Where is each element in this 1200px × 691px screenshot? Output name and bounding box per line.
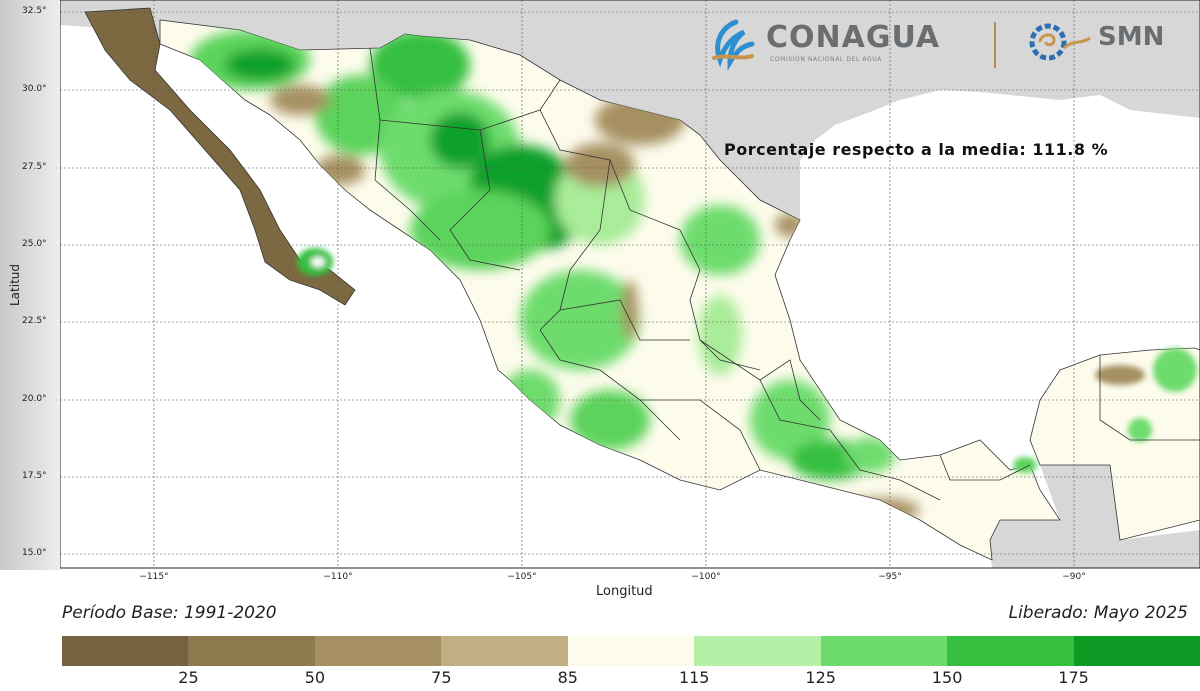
legend-swatch	[441, 636, 568, 666]
lat-tick: 22.5°	[22, 316, 47, 326]
left-panel-shade	[0, 0, 60, 570]
lon-tick: −110°	[323, 572, 353, 582]
lat-tick: 20.0°	[22, 394, 47, 404]
lon-tick: −105°	[507, 572, 537, 582]
y-axis-title: Latitud	[8, 263, 23, 307]
legend-swatch	[1073, 636, 1200, 666]
logo-divider	[994, 22, 996, 68]
conagua-logo-icon	[712, 19, 755, 70]
lon-tick: −95°	[878, 572, 902, 582]
chevron-left-icon	[76, 282, 98, 318]
conagua-subtitle: COMISIÓN NACIONAL DEL AGUA	[770, 56, 882, 63]
legend-tick: 125	[805, 668, 836, 687]
legend-swatch	[947, 636, 1074, 666]
next-slide-button[interactable]	[1100, 280, 1134, 320]
legend-tick: 150	[931, 668, 963, 687]
release-date-label: Liberado: Mayo 2025	[1008, 603, 1188, 623]
lon-tick: −100°	[691, 572, 721, 582]
legend-tick: 85	[557, 668, 578, 687]
legend-colorbar	[62, 636, 1200, 666]
legend-tick: 75	[431, 668, 452, 687]
legend-swatch	[62, 636, 189, 666]
smn-logo-text: SMN	[1098, 22, 1165, 52]
previous-slide-button[interactable]	[70, 280, 104, 320]
x-axis-title: Longitud	[596, 584, 653, 599]
chevron-right-icon	[1106, 282, 1128, 318]
smn-logo-icon	[1029, 23, 1091, 61]
legend-tick: 175	[1058, 668, 1089, 687]
lat-tick: 17.5°	[22, 471, 47, 481]
lat-tick: 27.5°	[22, 162, 47, 172]
legend-tick: 50	[304, 668, 326, 687]
legend-swatch	[314, 636, 442, 666]
legend-tick: 115	[678, 668, 710, 687]
lon-tick: −115°	[139, 572, 169, 582]
lat-tick: 15.0°	[22, 548, 47, 558]
lat-tick: 30.0°	[22, 84, 47, 94]
lon-tick: −90°	[1062, 572, 1086, 582]
base-period-label: Período Base: 1991-2020	[62, 603, 277, 623]
legend-swatch	[567, 636, 695, 666]
lat-tick: 32.5°	[22, 6, 47, 16]
legend-swatch	[820, 636, 948, 666]
conagua-logo-text: CONAGUA	[766, 20, 941, 55]
percentage-annotation: Porcentaje respecto a la media: 111.8 %	[724, 140, 1109, 159]
legend-swatch	[188, 636, 315, 666]
legend-tick: 25	[178, 668, 199, 687]
legend-swatch	[694, 636, 821, 666]
lat-tick: 25.0°	[22, 239, 47, 249]
